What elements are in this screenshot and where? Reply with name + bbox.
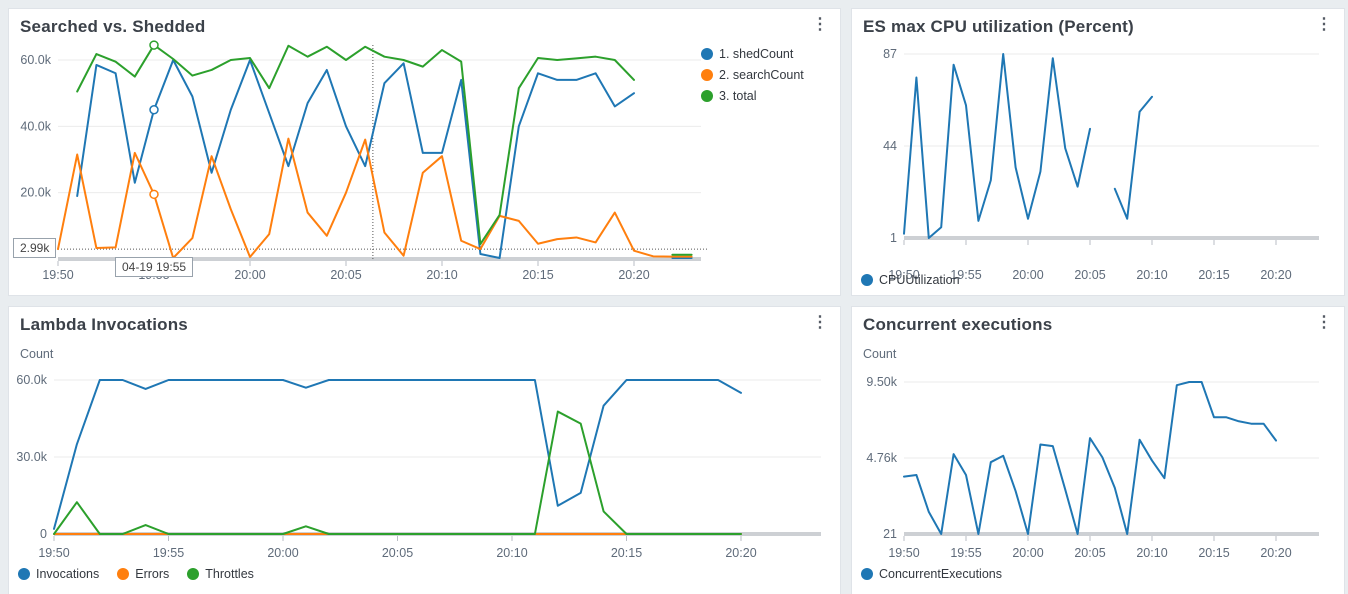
legend-label: 3. total bbox=[719, 89, 757, 103]
legend-swatch-icon bbox=[701, 69, 713, 81]
x-tick-label: 20:20 bbox=[618, 268, 649, 282]
kebab-menu-icon[interactable]: ⋮ bbox=[1316, 16, 1332, 33]
y-tick-label: 40.0k bbox=[20, 119, 51, 133]
series-line-cpuutilization bbox=[903, 53, 1091, 239]
x-tick-label: 20:00 bbox=[234, 268, 265, 282]
legend-swatch-icon bbox=[117, 568, 130, 580]
legend-item[interactable]: Throttles bbox=[187, 567, 254, 581]
x-tick-label: 20:15 bbox=[522, 268, 553, 282]
legend-item[interactable]: 1. shedCount bbox=[701, 47, 804, 61]
y-axis-unit-label: Count bbox=[863, 347, 897, 361]
kebab-menu-icon[interactable]: ⋮ bbox=[1316, 314, 1332, 331]
x-tick-label: 19:55 bbox=[153, 546, 184, 560]
x-tick-label: 20:15 bbox=[1198, 546, 1229, 560]
chart-panel-concurrent-executions: Concurrent executions ⋮ Count 19:50 19:55… bbox=[851, 306, 1345, 594]
legend-item[interactable]: CPUUtilization bbox=[861, 273, 960, 287]
chart-panel-es-max-cpu: ES max CPU utilization (Percent) ⋮ 19:50… bbox=[851, 8, 1345, 296]
kebab-menu-icon[interactable]: ⋮ bbox=[812, 314, 828, 331]
hover-tooltip: 04-19 19:55 bbox=[115, 257, 194, 277]
legend-swatch-icon bbox=[18, 568, 30, 580]
legend: Invocations Errors Throttles bbox=[18, 567, 254, 581]
legend-label: ConcurrentExecutions bbox=[879, 567, 1002, 581]
legend-label: Throttles bbox=[205, 567, 254, 581]
page-title: Searched vs. Shedded bbox=[20, 17, 206, 36]
x-tick-label: 20:20 bbox=[725, 546, 756, 560]
y-tick-label: 44 bbox=[883, 139, 897, 153]
x-tick-label: 20:10 bbox=[426, 268, 457, 282]
chart-panel-lambda-invocations: Lambda Invocations ⋮ Count 19:50 19:55 20:… bbox=[8, 306, 841, 594]
page-title: Lambda Invocations bbox=[20, 315, 188, 334]
x-tick-label: 19:50 bbox=[888, 268, 919, 282]
y-tick-label: 0 bbox=[40, 527, 47, 541]
series-line-cpuutilization bbox=[1113, 95, 1153, 220]
x-tick-label: 20:05 bbox=[1074, 546, 1105, 560]
crosshair-y-label: 2.99k bbox=[13, 238, 57, 258]
legend-label: 2. searchCount bbox=[719, 68, 804, 82]
x-tick-label: 20:05 bbox=[382, 546, 413, 560]
page-title: Concurrent executions bbox=[863, 315, 1053, 334]
y-tick-label: 9.50k bbox=[866, 375, 897, 389]
chart-plot-area[interactable]: 19:50 19:55 20:00 20:05 20:10 20:15 20:20 9.50k… bbox=[852, 307, 1344, 594]
series-line--searchcount bbox=[57, 137, 693, 260]
series-line--shedcount bbox=[76, 58, 635, 260]
chart-plot-area[interactable]: 19:50 19:55 20:00 20:05 20:10 20:15 20:20 87 44 1 bbox=[852, 9, 1344, 295]
legend-label: Invocations bbox=[36, 567, 100, 581]
y-tick-label: 60.0k bbox=[20, 53, 51, 67]
x-tick-label: 19:55 bbox=[950, 546, 981, 560]
x-tick-label: 19:50 bbox=[42, 268, 73, 282]
legend-swatch-icon bbox=[861, 568, 873, 580]
x-tick-label: 19:50 bbox=[38, 546, 69, 560]
x-tick-label: 20:00 bbox=[1012, 268, 1043, 282]
x-tick-label: 20:15 bbox=[1198, 268, 1229, 282]
y-axis-unit-label: Count bbox=[20, 347, 54, 361]
chart-plot-area[interactable]: 19:50 19:55 20:00 20:05 20:10 20:15 20:20 60.0k… bbox=[9, 307, 840, 594]
x-tick-label: 20:00 bbox=[1012, 546, 1043, 560]
x-tick-label: 20:20 bbox=[1260, 546, 1291, 560]
series-line-invocations bbox=[53, 378, 742, 530]
legend: ConcurrentExecutions bbox=[861, 567, 1002, 581]
legend-label: Errors bbox=[135, 567, 170, 581]
hover-marker bbox=[149, 189, 159, 200]
legend-label: 1. shedCount bbox=[719, 47, 794, 61]
legend-swatch-icon bbox=[701, 48, 713, 60]
legend-item[interactable]: Invocations bbox=[18, 567, 99, 581]
legend-item[interactable]: 2. searchCount bbox=[701, 68, 804, 82]
y-tick-label: 20.0k bbox=[20, 186, 51, 200]
legend-item[interactable]: 3. total bbox=[701, 89, 804, 103]
series-line--total bbox=[76, 44, 635, 246]
y-tick-label: 21 bbox=[883, 527, 897, 541]
kebab-menu-icon[interactable]: ⋮ bbox=[812, 16, 828, 33]
legend-label: CPUUtilization bbox=[879, 273, 960, 287]
x-tick-label: 19:50 bbox=[888, 546, 919, 560]
legend-swatch-icon bbox=[187, 568, 200, 580]
x-tick-label: 20:20 bbox=[1260, 268, 1291, 282]
legend-swatch-icon bbox=[701, 90, 713, 102]
legend: CPUUtilization bbox=[861, 273, 960, 287]
x-tick-label: 20:10 bbox=[1136, 546, 1167, 560]
x-tick-label: 20:05 bbox=[1074, 268, 1105, 282]
legend-swatch-icon bbox=[861, 274, 873, 286]
chart-panel-searched-vs-shedded: Searched vs. Shedded ⋮ 19:5019:5520:0020… bbox=[8, 8, 841, 296]
x-tick-label: 20:05 bbox=[330, 268, 361, 282]
x-tick-label: 20:10 bbox=[496, 546, 527, 560]
legend-item[interactable]: ConcurrentExecutions bbox=[861, 567, 1002, 581]
y-tick-label: 30.0k bbox=[16, 450, 47, 464]
hover-marker bbox=[149, 40, 159, 50]
x-tick-label: 20:00 bbox=[267, 546, 298, 560]
series-line-throttles bbox=[53, 410, 742, 535]
x-tick-label: 20:15 bbox=[611, 546, 642, 560]
hover-marker bbox=[149, 104, 159, 115]
y-tick-label: 87 bbox=[883, 47, 897, 61]
x-tick-label: 19:55 bbox=[950, 268, 981, 282]
y-tick-label: 60.0k bbox=[16, 373, 47, 387]
y-tick-label: 1 bbox=[890, 231, 897, 245]
series-line-concurrentexecutions bbox=[903, 380, 1277, 535]
legend: 1. shedCount 2. searchCount 3. total bbox=[701, 47, 804, 103]
legend-item[interactable]: Errors bbox=[117, 567, 169, 581]
page-title: ES max CPU utilization (Percent) bbox=[863, 17, 1134, 36]
x-tick-label: 20:10 bbox=[1136, 268, 1167, 282]
y-tick-label: 4.76k bbox=[866, 451, 897, 465]
